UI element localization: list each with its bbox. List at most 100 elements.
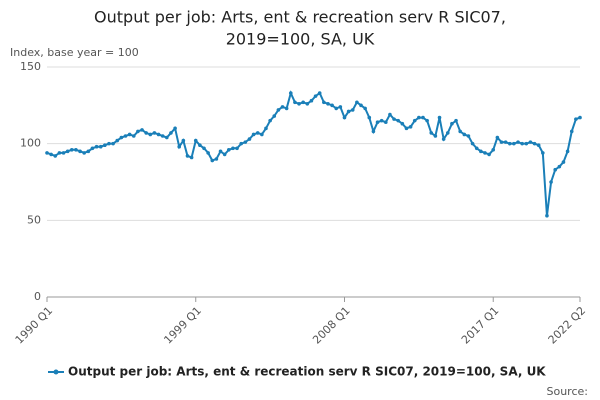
point [173,126,177,131]
point [470,141,475,146]
source: Source: [547,385,589,398]
point [160,134,165,138]
point [574,117,578,121]
point [202,146,206,151]
point [355,100,359,105]
x-tick-label: 2022 Q2 [546,304,589,347]
y-tick-label: 150 [20,60,41,73]
point [565,149,570,154]
point [454,118,458,123]
point [251,132,256,137]
point [169,131,173,135]
point [218,149,223,154]
point [334,106,339,111]
x-tick-label: 2008 Q1 [310,304,353,347]
point [144,131,148,135]
point [111,141,115,146]
point [466,134,471,138]
y-tick-label: 0 [34,290,41,303]
point [193,138,198,143]
point [78,149,82,154]
point [293,100,297,105]
point [98,144,103,149]
legend-marker [53,369,59,375]
point [400,121,405,126]
point [450,121,454,126]
point [297,102,301,106]
point [462,132,467,137]
y-tick-label: 50 [27,213,41,226]
point [322,100,326,105]
point [156,132,161,137]
point [417,115,421,120]
point [61,151,66,155]
point [421,115,425,120]
point [247,137,252,141]
point [545,213,549,218]
point [507,141,512,146]
point [177,144,182,149]
point [479,149,483,154]
point [536,143,541,147]
point [553,167,558,172]
point [210,158,215,163]
point [214,157,219,161]
point [532,141,537,146]
point [313,94,318,98]
point [123,134,128,138]
y-tick-label: 100 [20,137,41,150]
point [363,106,367,111]
point [103,143,107,147]
point [65,149,70,154]
point [330,103,334,108]
point [425,118,429,123]
point [569,129,574,134]
point [260,132,264,137]
point [94,144,99,149]
point [255,131,260,135]
point [474,146,479,151]
point [86,149,91,154]
point [520,141,524,146]
point [231,146,235,151]
point [408,125,413,129]
point [412,118,417,123]
point [136,129,140,134]
point [437,115,442,120]
point [487,152,491,157]
point [69,148,74,152]
point [512,141,516,146]
x-tick-label: 1999 Q1 [161,304,204,347]
point [388,112,392,117]
point [90,146,95,151]
point [541,151,545,155]
x-tick-label: 1990 Q1 [13,304,56,347]
point [280,105,285,109]
point [367,115,372,120]
point [119,135,124,140]
point [284,106,289,111]
point [350,108,355,112]
point [239,141,243,146]
chart-title: 2019=100, SA, UK [226,30,375,49]
point [326,102,330,106]
point [206,151,210,155]
point [375,120,380,124]
point [359,103,363,108]
point [82,151,86,155]
point [561,160,566,164]
point [342,115,347,120]
point [305,102,310,106]
x-tick-label: 2017 Q1 [459,304,502,347]
point [445,131,450,135]
point [429,131,434,135]
y-axis-label: Index, base year = 100 [10,46,139,59]
point [371,129,376,134]
point [491,148,496,152]
point [140,128,144,132]
point [441,137,446,141]
point [198,143,202,147]
point [396,118,401,123]
point [53,154,58,158]
